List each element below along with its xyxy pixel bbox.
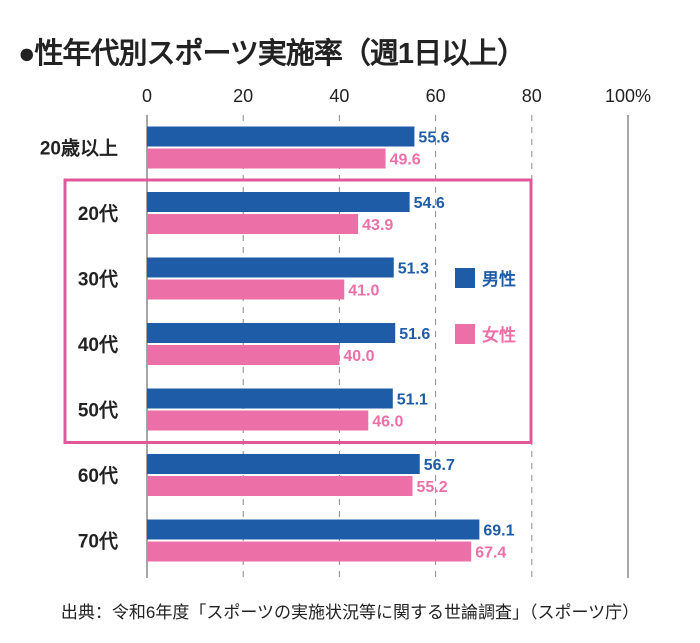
legend-swatch [455,324,475,344]
data-label: 56.7 [424,457,455,474]
data-label: 55.2 [417,479,448,496]
data-label: 41.0 [348,283,379,300]
data-label: 55.6 [418,130,449,147]
bar-male [147,454,420,474]
bar-female [147,541,472,562]
category-label: 40代 [78,334,118,356]
category-label: 50代 [78,400,118,422]
data-label: 54.6 [414,195,445,212]
data-label: 69.1 [483,523,514,540]
source-note: 出典：令和6年度「スポーツの実施状況等に関する世論調査」（スポーツ庁） [60,603,640,622]
x-tick-label: 100% [605,86,651,106]
bar-female [147,148,386,169]
bar-female [147,476,413,496]
bar-male [147,126,415,147]
x-tick-label: 80 [522,86,542,106]
chart-title: ●性年代別スポーツ実施率（週1日以上） [18,38,526,70]
legend-swatch [455,268,475,288]
bar-female [147,214,359,234]
bar-male [147,257,394,278]
x-tick-label: 0 [142,86,152,106]
bar-male [147,388,393,409]
data-label: 51.3 [398,261,429,278]
data-label: 40.0 [343,348,374,365]
data-label: 51.6 [399,326,430,343]
bar-female [147,279,345,300]
x-tick-label: 60 [426,86,446,106]
legend-label: 男性 [482,269,516,289]
data-label: 49.6 [390,152,421,169]
category-label: 20歳以上 [40,138,118,160]
data-label: 51.1 [397,392,428,409]
bar-male [147,192,410,212]
highlight-box [63,178,533,444]
data-label: 67.4 [475,545,506,562]
x-tick-label: 20 [233,86,253,106]
bar-female [147,345,340,365]
data-label: 43.9 [362,217,393,234]
bar-male [147,323,396,343]
legend-label: 女性 [482,325,516,345]
category-label: 70代 [78,531,118,553]
bar-male [147,519,480,540]
data-label: 46.0 [372,414,403,431]
category-label: 30代 [78,269,118,291]
x-tick-label: 40 [329,86,349,106]
bar-female [147,410,369,431]
category-label: 20代 [78,203,118,225]
category-label: 60代 [78,465,118,487]
